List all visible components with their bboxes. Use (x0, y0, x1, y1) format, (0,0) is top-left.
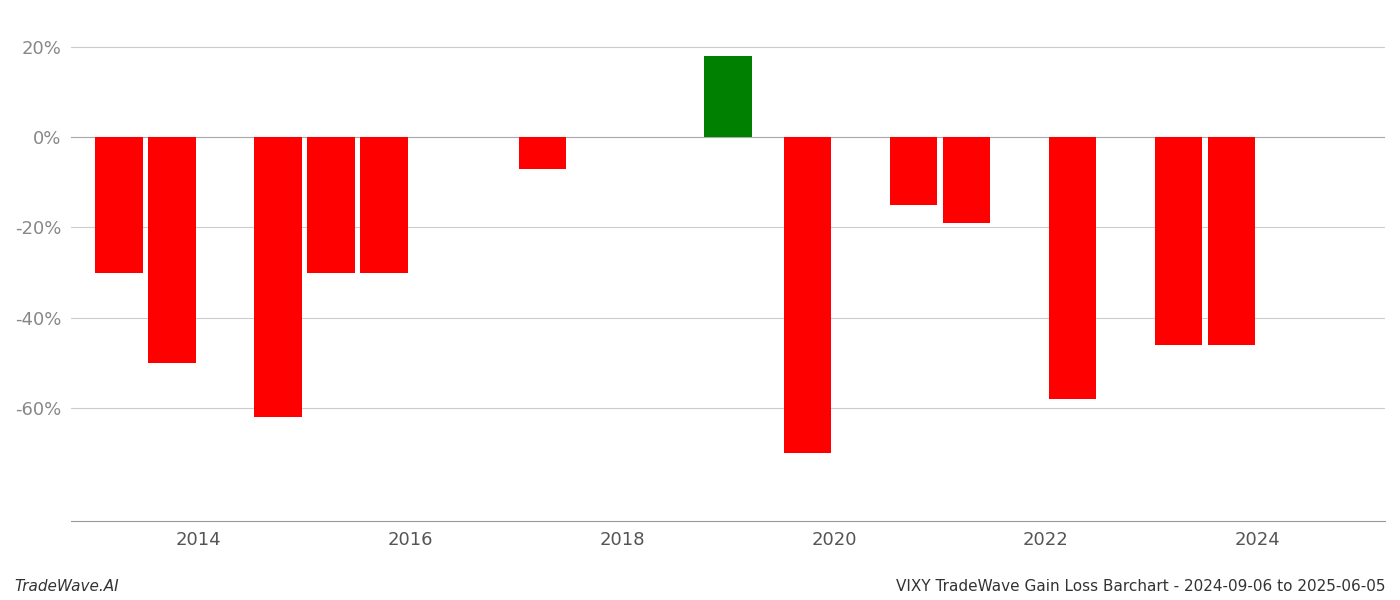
Bar (1208, 137, 1256, 345)
Bar (307, 137, 354, 272)
Bar (148, 137, 196, 363)
Bar (889, 137, 938, 205)
Text: VIXY TradeWave Gain Loss Barchart - 2024-09-06 to 2025-06-05: VIXY TradeWave Gain Loss Barchart - 2024… (896, 579, 1386, 594)
Bar (942, 137, 990, 223)
Bar (253, 137, 301, 418)
Bar (1155, 137, 1203, 345)
Text: TradeWave.AI: TradeWave.AI (14, 579, 119, 594)
Bar (95, 137, 143, 272)
Bar (519, 137, 567, 169)
Bar (704, 56, 752, 137)
Bar (1049, 137, 1096, 399)
Bar (784, 137, 832, 454)
Bar (360, 137, 407, 272)
